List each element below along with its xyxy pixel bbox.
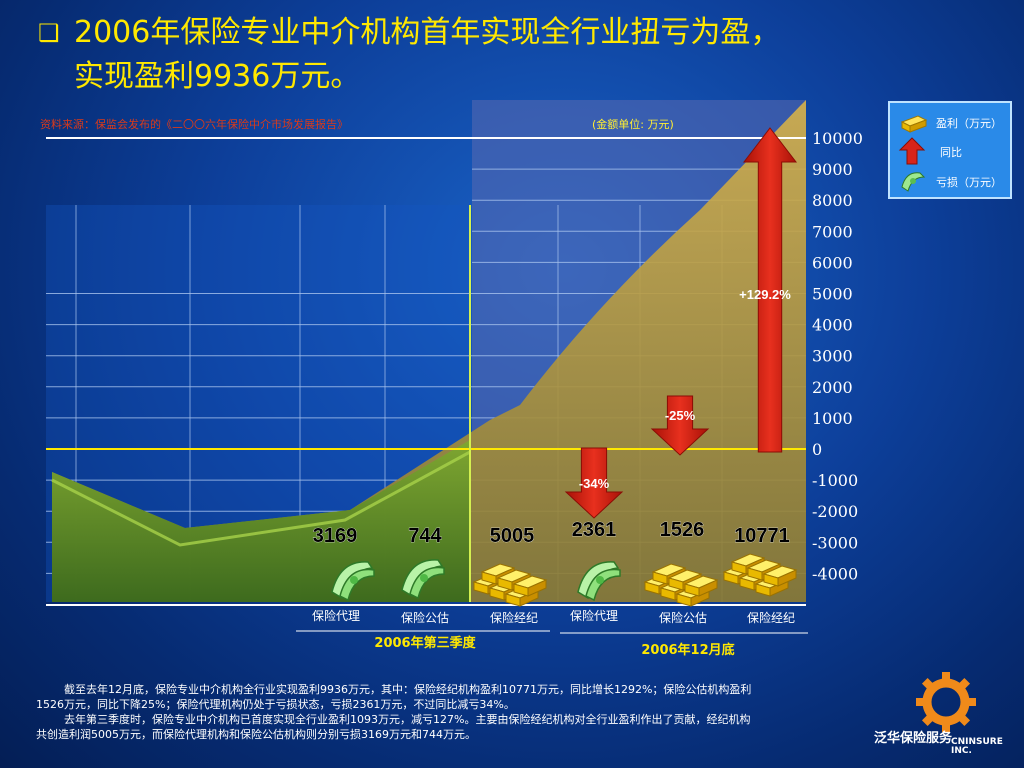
summary-paragraph-1: 截至去年12月底，保险专业中介机构全行业实现盈利9936万元，其中：保险经纪机构… <box>36 683 752 711</box>
category-label: 保险代理 <box>312 608 360 623</box>
yoy-label: +129.2% <box>739 287 791 302</box>
logo-en-line-1: CNINSURE <box>951 737 1003 747</box>
yoy-arrows: -34% -25% +129.2% <box>564 127 798 519</box>
legend: 盈利（万元） 同比 亏损（万元） <box>888 101 1012 199</box>
category-label: 保险代理 <box>570 608 618 623</box>
profit-area <box>52 100 806 602</box>
y-tick-label: 7000 <box>812 222 853 241</box>
money-note-back <box>409 566 445 600</box>
legend-label-loss: 亏损（万元） <box>936 176 1002 189</box>
y-tick-label: 5000 <box>812 285 853 304</box>
y-tick-label: 3000 <box>812 347 853 366</box>
money-icon <box>401 559 445 600</box>
money-emblem <box>596 576 604 584</box>
unit-note: (金额单位: 万元) <box>592 118 674 131</box>
category-label: 保险公估 <box>659 610 707 625</box>
y-tick-label: 2000 <box>812 378 853 397</box>
y-tick-label: -4000 <box>812 564 858 583</box>
y-tick-label: 8000 <box>812 191 853 210</box>
title-bullet-icon: ❑ <box>38 19 60 47</box>
source-note: 资料来源：保监会发布的《二〇〇六年保险中介市场发展报告》 <box>40 118 348 131</box>
y-tick-label: 1000 <box>812 409 853 428</box>
y-tick-label: -3000 <box>812 533 858 552</box>
gold-bar-front-6 <box>527 579 547 597</box>
summary-text: 截至去年12月底，保险专业中介机构全行业实现盈利9936万元，其中：保险经纪机构… <box>36 682 756 742</box>
y-tick-label: -2000 <box>812 502 858 521</box>
group-label: 2006年12月底 <box>641 642 734 658</box>
legend-label-profit: 盈利（万元） <box>936 117 1002 130</box>
group-label: 2006年第三季度 <box>374 635 476 651</box>
title-line-2: 实现盈利9936万元。 <box>74 59 361 94</box>
x-axis: 保险代理 保险公估 保险经纪 保险代理 保险公估 保险经纪 2006年第三季度 2006年12… <box>296 608 808 658</box>
gold-bars-icon <box>900 115 928 133</box>
legend-label-yoy: 同比 <box>940 146 962 159</box>
amount-label: 10771 <box>734 525 790 547</box>
logo-en-line-2: INC. <box>951 746 972 756</box>
money-note-back <box>339 568 375 602</box>
yoy-arrow-assessment <box>650 395 710 456</box>
summary-paragraph-2: 去年第三季度时，保险专业中介机构已首度实现全行业盈利1093万元，减亏127%。… <box>36 713 751 741</box>
gear-logo-icon <box>916 672 976 732</box>
money-note-back <box>585 568 621 602</box>
yoy-label: -34% <box>579 476 610 491</box>
red-arrow-icon <box>898 137 926 165</box>
amount-label: 744 <box>408 525 442 547</box>
gold-bars-icon <box>643 563 719 607</box>
category-label: 保险公估 <box>401 610 449 625</box>
amount-label: 2361 <box>572 519 617 541</box>
yoy-arrow-agency <box>564 447 624 519</box>
legend-item-profit: 盈利（万元） <box>896 108 1008 136</box>
amount-label: 3169 <box>313 525 358 547</box>
y-tick-label: 6000 <box>812 253 853 272</box>
y-axis: 1000090008000700060005000400030002000100… <box>812 129 863 583</box>
category-label: 保险经纪 <box>747 610 795 625</box>
yoy-arrow-brokerage <box>742 127 798 453</box>
amount-labels: 3169 744 5005 2361 1526 10771 <box>312 519 790 548</box>
amount-label: 1526 <box>660 519 705 541</box>
money-icon <box>331 561 375 602</box>
y-tick-label: 4000 <box>812 316 853 335</box>
gold-bar-front-6 <box>698 579 718 597</box>
gold-bar-front-6 <box>777 569 797 587</box>
money-emblem <box>350 576 358 584</box>
money-icon <box>577 561 621 602</box>
y-tick-label: 10000 <box>812 129 863 148</box>
yoy-label: -25% <box>665 408 696 423</box>
loss-ridge <box>51 450 471 547</box>
y-tick-label: -1000 <box>812 471 858 490</box>
logo-cn-text: 泛华保险服务 <box>874 731 953 746</box>
legend-item-loss: 亏损（万元） <box>896 167 1008 195</box>
title-line-1: 2006年保险专业中介机构首年实现全行业扭亏为盈， <box>74 15 781 50</box>
money-emblem <box>420 574 428 582</box>
y-tick-label: 0 <box>812 440 822 459</box>
money-icon <box>901 172 926 192</box>
legend-item-yoy: 同比 <box>896 137 1008 165</box>
gold-bars-icon <box>472 563 548 607</box>
amount-label: 5005 <box>490 525 535 547</box>
gold-bars-icon <box>722 553 798 597</box>
category-label: 保险经纪 <box>490 610 538 625</box>
result-icons <box>331 553 798 607</box>
logo-en-text: CNINSURE INC. <box>951 738 1003 756</box>
y-tick-label: 9000 <box>812 160 853 179</box>
